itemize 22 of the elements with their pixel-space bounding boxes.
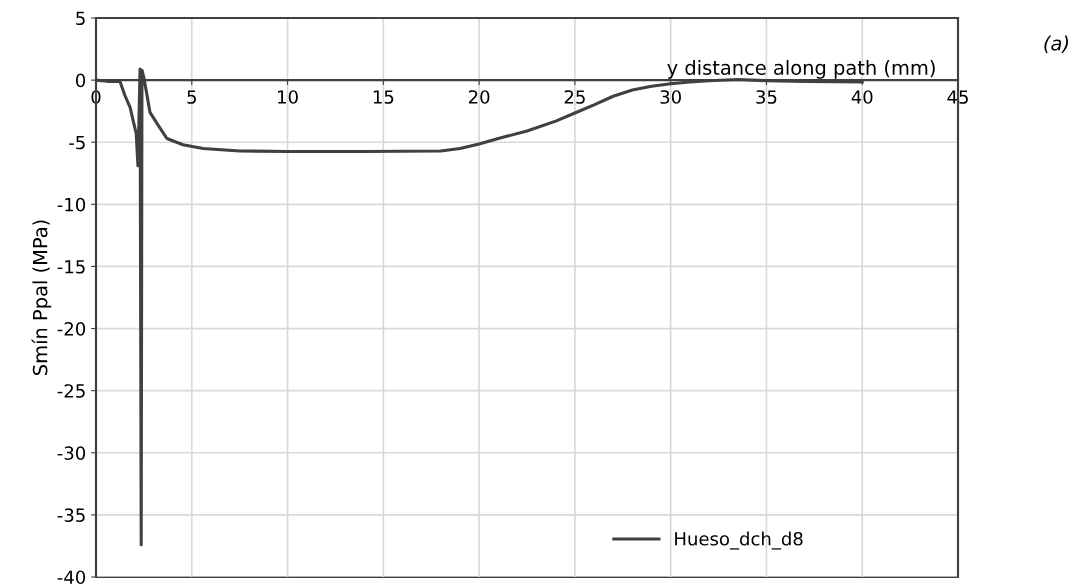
text: (a) xyxy=(1044,35,1069,53)
x-tick-label: 10 xyxy=(278,90,298,104)
x-tick-label: 15 xyxy=(373,90,394,104)
x-tick-label: 35 xyxy=(756,90,777,104)
x-tick-label: 30 xyxy=(660,90,681,104)
y-tick-label: -5 xyxy=(69,135,85,150)
x-tick-label: 40 xyxy=(851,90,873,104)
x-axis-title: y distance along path (mm) xyxy=(667,59,935,79)
y-tick-label: -35 xyxy=(57,508,85,523)
y-tick-label: 0 xyxy=(75,73,86,88)
x-tick-label: 5 xyxy=(187,90,196,104)
y-tick-label: -25 xyxy=(57,384,85,398)
y-tick-label: -40 xyxy=(57,570,86,585)
y-tick-label: -15 xyxy=(57,260,85,274)
y-axis-title: Smín Ppal (MPa) xyxy=(31,220,52,375)
y-tick-label: -30 xyxy=(57,446,86,460)
x-tick-label: 25 xyxy=(564,90,585,104)
y-tick-label: -10 xyxy=(57,197,86,212)
x-tick-label: 20 xyxy=(468,90,490,104)
y-tick-label: 5 xyxy=(76,11,85,26)
y-tick-label: -20 xyxy=(57,322,86,336)
legend-label: Hueso_dch_d8 xyxy=(675,531,803,550)
